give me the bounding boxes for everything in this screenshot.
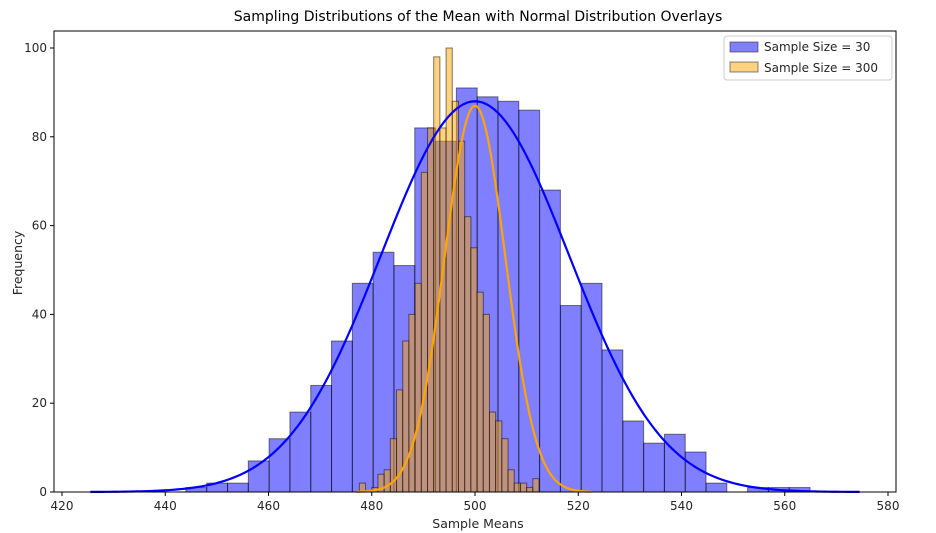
bar-300-11	[427, 127, 435, 493]
y-tick-label: 100	[24, 41, 47, 55]
bar-300-19	[476, 291, 484, 493]
histogram-sample-size-300	[358, 47, 540, 493]
x-tick-label: 420	[51, 499, 74, 513]
bar-30-22	[643, 442, 665, 493]
bar-30-8	[351, 282, 374, 493]
bar-300-25	[513, 482, 521, 493]
y-axis: 0 20 40 60 80 100	[24, 41, 54, 499]
bar-300-9	[414, 282, 422, 493]
legend-label-30: Sample Size = 30	[764, 40, 870, 54]
bar-300-20	[482, 313, 490, 493]
chart-title: Sampling Distributions of the Mean with …	[234, 9, 722, 25]
legend: Sample Size = 30 Sample Size = 300	[723, 35, 893, 81]
normal-curves	[90, 100, 860, 494]
bar-300-26	[519, 482, 528, 493]
x-axis: 420 440 460 480 500 520 540 560 580	[51, 492, 900, 513]
x-tick-label: 500	[464, 499, 487, 513]
bar-300-21	[488, 411, 497, 493]
bar-30-16	[518, 109, 541, 493]
bar-30-21	[622, 420, 645, 493]
bar-30-2	[227, 482, 249, 493]
bar-30-18	[559, 305, 582, 493]
bar-300-27	[526, 487, 534, 493]
x-axis-label: Sample Means	[432, 516, 523, 531]
x-tick-label: 580	[877, 499, 900, 513]
bar-300-23	[501, 438, 509, 493]
x-tick-label: 460	[257, 499, 280, 513]
y-tick-label: 40	[32, 307, 47, 321]
normal-fit-30-curve	[90, 100, 860, 494]
x-tick-label: 520	[567, 499, 590, 513]
bar-300-24	[507, 469, 515, 493]
bar-30-25	[705, 482, 728, 493]
bar-300-12	[433, 56, 441, 493]
y-tick-label: 0	[39, 485, 47, 499]
bar-30-17	[539, 189, 561, 493]
y-tick-label: 20	[32, 396, 47, 410]
bar-300-17	[464, 216, 472, 493]
plot-area	[90, 47, 860, 494]
y-axis-label: Frequency	[10, 230, 25, 295]
legend-swatch-300	[729, 61, 759, 73]
legend-label-300: Sample Size = 300	[764, 61, 878, 75]
bar-300-8	[408, 313, 416, 493]
x-tick-label: 440	[154, 499, 177, 513]
bar-300-13	[439, 127, 447, 493]
bar-300-28	[532, 478, 540, 493]
bar-30-19	[580, 282, 603, 493]
legend-box	[723, 35, 893, 81]
normal-fit-300-curve	[356, 104, 592, 493]
bar-300-10	[420, 171, 429, 493]
x-tick-label: 540	[670, 499, 693, 513]
bar-300-16	[457, 140, 466, 493]
y-tick-label: 80	[32, 130, 47, 144]
x-tick-label: 480	[360, 499, 383, 513]
legend-swatch-30	[729, 41, 759, 53]
y-tick-label: 60	[32, 219, 47, 233]
bar-300-18	[470, 247, 478, 493]
bar-300-22	[495, 420, 503, 493]
x-tick-label: 560	[773, 499, 796, 513]
bar-300-4	[383, 469, 391, 493]
